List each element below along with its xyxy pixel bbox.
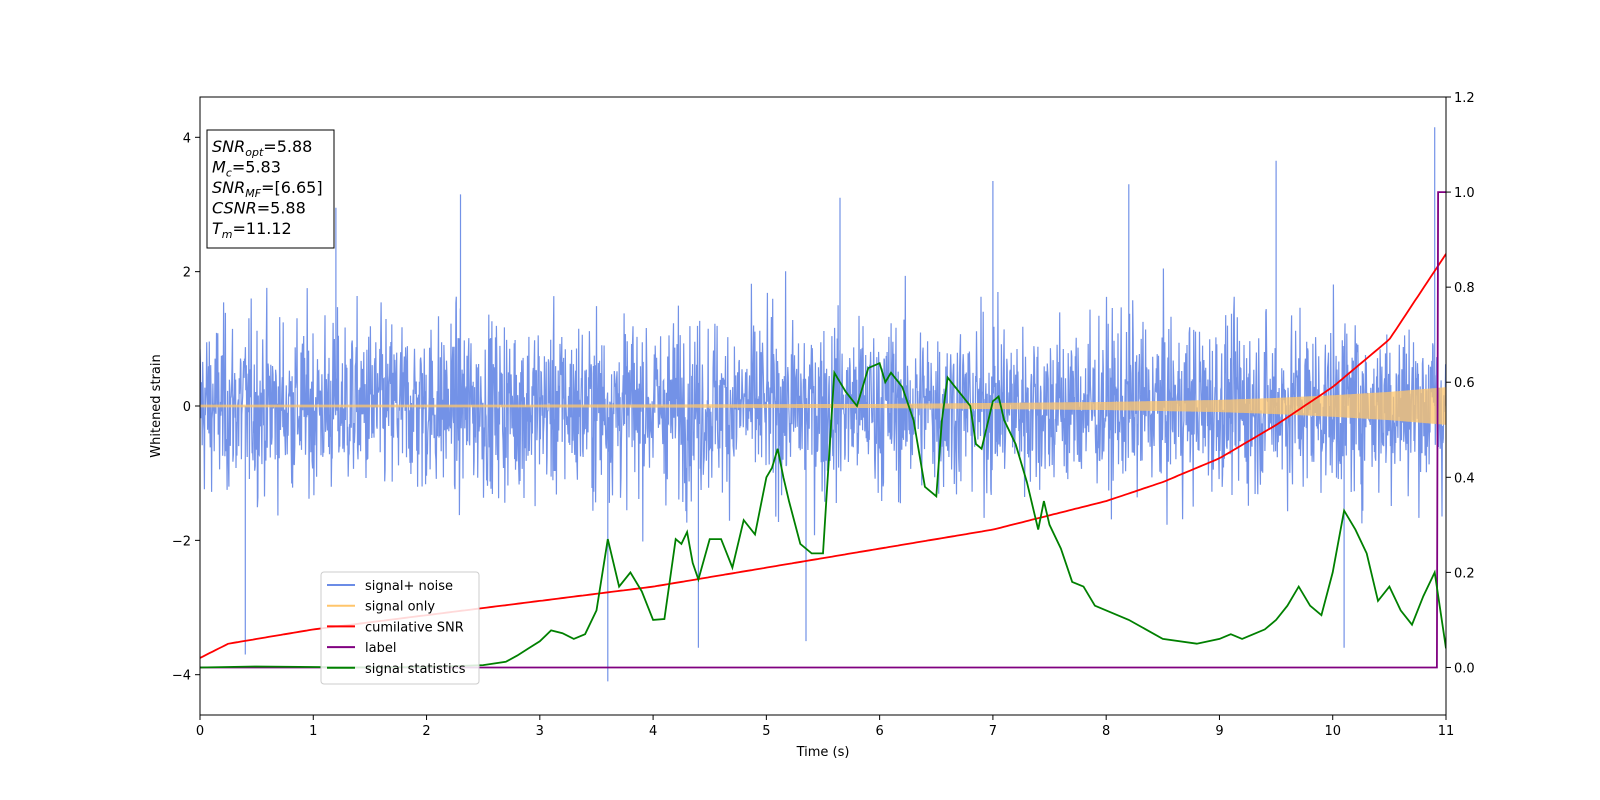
annotation-box: SNRopt=5.88Mc=5.83SNRMF=[6.65]CSNR=5.88T… [206,129,335,249]
x-axis-label: Time (s) [796,745,850,760]
annotation-value: =5.88 [263,137,312,156]
y-left-tick-label: −4 [172,669,191,684]
legend-label: cumilative SNR [365,620,464,635]
annotation-value: =11.12 [233,219,292,238]
x-tick-label: 0 [196,724,204,739]
series-label [200,191,1446,669]
annotation-symbol: SNR [212,137,245,156]
x-tick-label: 6 [875,724,883,739]
legend-label: label [365,641,396,656]
annotation-symbol: T [212,219,223,238]
y-right-tick-label: 0.2 [1454,566,1475,581]
series-signal-noise [200,127,1446,682]
series-signal-statistics [200,361,1446,669]
y-right-tick-label: 0.0 [1454,661,1475,676]
annotation-value: =5.88 [257,199,306,218]
annotation-symbol: CSNR [212,199,257,218]
annotation-subscript: MF [245,187,261,200]
legend-label: signal statistics [365,662,466,677]
legend-label: signal only [365,600,435,615]
y-right-tick-label: 1.0 [1454,186,1475,201]
y-right-tick-label: 0.8 [1454,281,1475,296]
y-right-tick-label: 1.2 [1454,91,1475,106]
x-tick-label: 11 [1438,724,1455,739]
x-tick-label: 9 [1215,724,1223,739]
x-tick-label: 2 [422,724,430,739]
y-left-tick-label: 4 [183,131,191,146]
y-axis-label: Whitened strain [149,354,164,457]
annotation-line: SNRMF=[6.65] [212,178,323,200]
x-tick-label: 4 [649,724,657,739]
legend-label: signal+ noise [365,579,453,594]
annotation-frame [206,129,335,249]
y-right-tick-label: 0.4 [1454,471,1475,486]
y-left-tick-label: 2 [183,266,191,281]
annotation-subscript: m [222,228,233,241]
plot-area [200,127,1446,682]
annotation-subscript: c [226,167,232,180]
annotation-subscript: opt [245,146,264,159]
annotation-symbol: M [212,158,226,177]
annotation-line: Tm=11.12 [212,219,292,241]
y-left-tick-label: −2 [172,534,191,549]
y-left-tick-label: 0 [183,400,191,415]
x-tick-label: 5 [762,724,770,739]
x-tick-label: 7 [989,724,997,739]
x-tick-label: 1 [309,724,317,739]
legend: signal+ noise signal only cumilative SNR la… [320,571,480,685]
ticks: 0 1 2 3 4 5 6 7 8 9 10 11 −4 −2 0 2 4 0.0 0.2 0.4 0.6 0.8 1.0 1… [172,91,1475,739]
annotation-value: =5.83 [232,158,281,177]
x-tick-label: 3 [536,724,544,739]
annotation-symbol: SNR [212,178,245,197]
legend-frame [320,571,480,685]
annotation-line: CSNR=5.88 [212,199,306,218]
x-tick-label: 10 [1324,724,1341,739]
annotation-line: Mc=5.83 [212,158,281,180]
series-signal-only [200,387,1446,425]
x-tick-label: 8 [1102,724,1110,739]
annotation-line: SNRopt=5.88 [212,137,312,159]
annotation-value: =[6.65] [261,178,323,197]
y-right-tick-label: 0.6 [1454,376,1475,391]
